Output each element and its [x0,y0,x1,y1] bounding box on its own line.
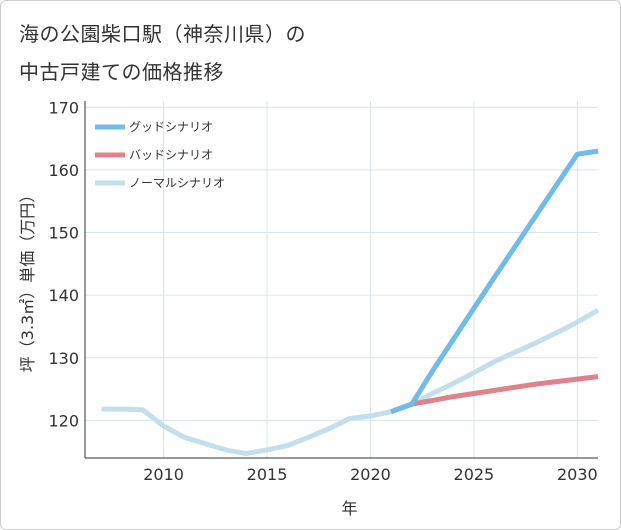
y-tick-label: 140 [48,286,79,305]
x-axis-title: 年 [341,499,357,518]
y-tick-label: 170 [48,98,79,117]
y-axis-title: 坪（3.3㎡）単価（万円） [18,187,37,372]
chart-title-line1: 海の公園柴口駅（神奈川県）の [19,22,306,46]
series-line [390,374,599,415]
x-tick-label: 2015 [247,465,288,484]
legend-label: グッドシナリオ [129,120,213,134]
series-line [101,308,600,457]
y-tick-label: 160 [48,161,79,180]
x-tick-label: 2010 [143,465,184,484]
y-tick-label: 120 [48,411,79,430]
plot-area [85,101,598,458]
series-line [390,148,599,415]
legend-label: バッドシナリオ [129,148,213,162]
chart-title-line2: 中古戸建ての価格推移 [19,60,224,84]
y-tick-label: 130 [48,349,79,368]
grid-lines [85,101,598,458]
x-tick-label: 2030 [557,465,598,484]
x-tick-label: 2025 [454,465,495,484]
y-tick-label: 150 [48,224,79,243]
legend-label: ノーマルシナリオ [129,176,225,190]
x-tick-label: 2020 [350,465,391,484]
chart-title: 海の公園柴口駅（神奈川県）の 中古戸建ての価格推移 [19,15,439,91]
